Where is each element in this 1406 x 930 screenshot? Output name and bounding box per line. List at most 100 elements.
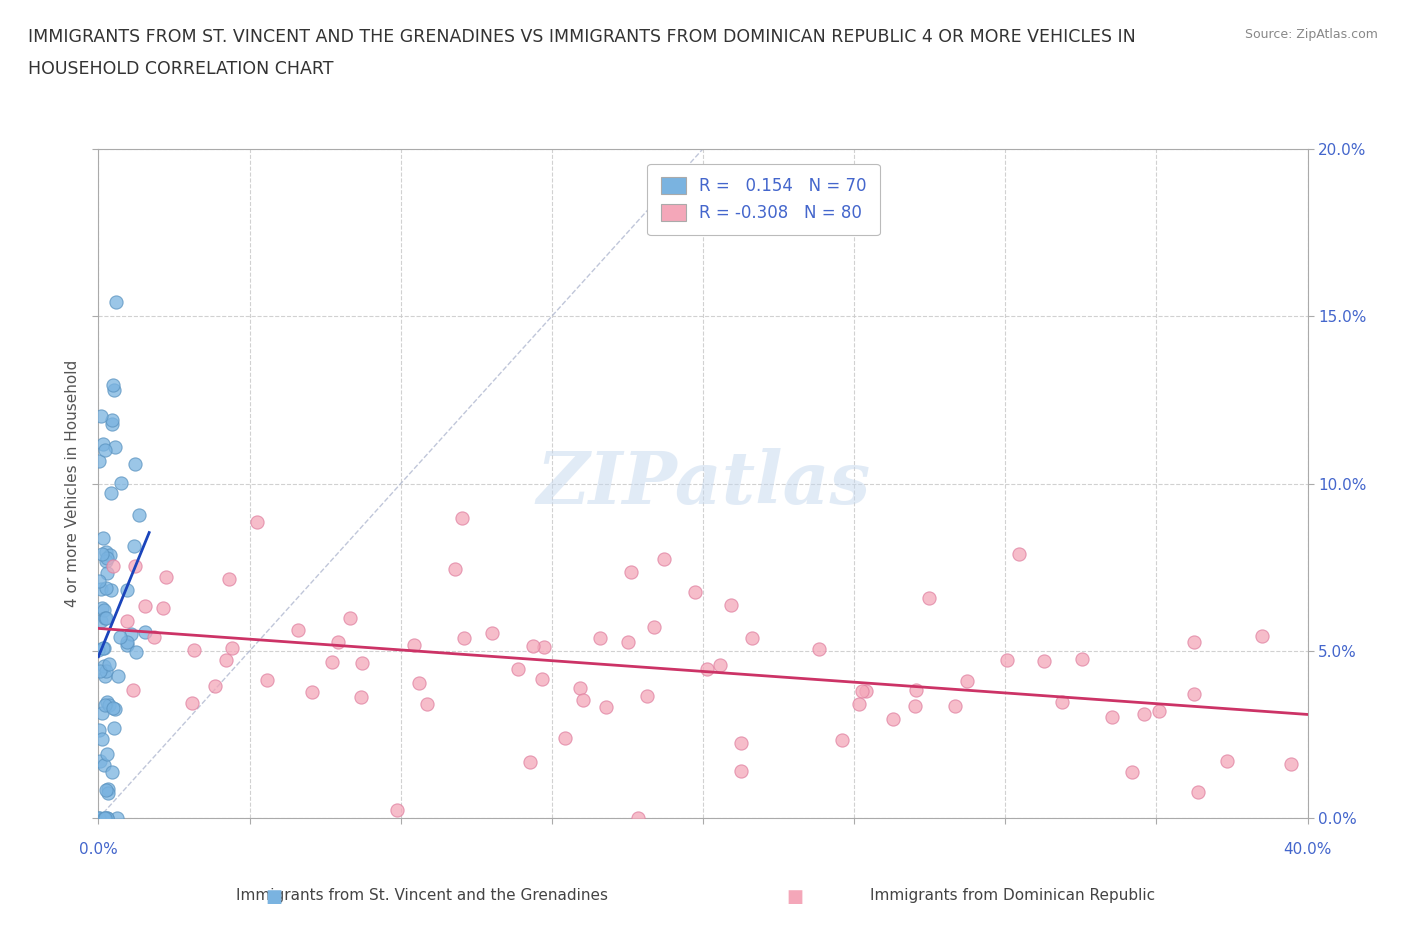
Point bbox=[87, 811, 110, 826]
Point bbox=[124, 457, 146, 472]
Text: 40.0%: 40.0% bbox=[1284, 842, 1331, 857]
Point bbox=[94, 553, 117, 568]
Point bbox=[1279, 756, 1302, 771]
Point bbox=[104, 702, 127, 717]
Point bbox=[96, 663, 118, 678]
Text: Source: ZipAtlas.com: Source: ZipAtlas.com bbox=[1244, 28, 1378, 41]
Point bbox=[97, 781, 120, 796]
Point bbox=[453, 631, 475, 645]
Point bbox=[87, 643, 110, 658]
Point bbox=[519, 754, 541, 769]
Point bbox=[246, 515, 269, 530]
Point bbox=[98, 548, 121, 563]
Point bbox=[287, 622, 309, 637]
Point bbox=[91, 530, 114, 545]
Point bbox=[321, 654, 343, 669]
Point bbox=[215, 653, 238, 668]
Point bbox=[1251, 629, 1274, 644]
Point bbox=[97, 698, 120, 712]
Text: Immigrants from Dominican Republic: Immigrants from Dominican Republic bbox=[870, 888, 1154, 903]
Point bbox=[595, 699, 617, 714]
Point bbox=[183, 643, 205, 658]
Point bbox=[1147, 704, 1170, 719]
Point bbox=[122, 683, 145, 698]
Point bbox=[451, 511, 474, 525]
Point bbox=[96, 746, 118, 761]
Point bbox=[350, 656, 373, 671]
Point bbox=[89, 753, 111, 768]
Point bbox=[627, 811, 650, 826]
Point bbox=[96, 811, 118, 826]
Point bbox=[89, 723, 111, 737]
Point bbox=[91, 640, 114, 655]
Point bbox=[93, 811, 115, 826]
Point bbox=[117, 637, 139, 652]
Point bbox=[181, 696, 204, 711]
Point bbox=[652, 551, 675, 566]
Point bbox=[568, 681, 591, 696]
Point bbox=[96, 551, 118, 565]
Point bbox=[94, 581, 117, 596]
Point bbox=[617, 635, 640, 650]
Text: 0.0%: 0.0% bbox=[79, 842, 118, 857]
Point bbox=[1187, 785, 1209, 800]
Point bbox=[110, 630, 132, 644]
Point bbox=[851, 684, 873, 698]
Point bbox=[416, 697, 439, 711]
Point bbox=[115, 583, 138, 598]
Point bbox=[124, 559, 146, 574]
Point bbox=[91, 706, 114, 721]
Point bbox=[93, 758, 115, 773]
Point bbox=[134, 599, 156, 614]
Point bbox=[554, 730, 576, 745]
Point bbox=[620, 565, 643, 579]
Point bbox=[94, 443, 117, 458]
Point bbox=[530, 671, 553, 686]
Point bbox=[1133, 707, 1156, 722]
Point bbox=[104, 440, 127, 455]
Point bbox=[100, 485, 122, 500]
Point bbox=[918, 591, 941, 605]
Point bbox=[218, 571, 240, 586]
Point bbox=[904, 698, 927, 713]
Point bbox=[636, 688, 658, 703]
Point bbox=[89, 664, 111, 679]
Point bbox=[402, 637, 425, 652]
Point bbox=[350, 689, 373, 704]
Point bbox=[256, 672, 278, 687]
Point bbox=[1121, 764, 1143, 779]
Point bbox=[107, 669, 129, 684]
Point bbox=[709, 658, 731, 672]
Legend: R =   0.154   N = 70, R = -0.308   N = 80: R = 0.154 N = 70, R = -0.308 N = 80 bbox=[647, 164, 880, 235]
Point bbox=[94, 610, 117, 625]
Point bbox=[385, 803, 408, 817]
Point bbox=[94, 782, 117, 797]
Point bbox=[326, 634, 349, 649]
Point bbox=[995, 652, 1018, 667]
Text: ■: ■ bbox=[786, 888, 803, 906]
Point bbox=[93, 659, 115, 674]
Point bbox=[101, 412, 124, 427]
Point bbox=[103, 700, 125, 715]
Point bbox=[89, 454, 111, 469]
Point bbox=[93, 641, 115, 656]
Point bbox=[882, 711, 904, 726]
Point bbox=[720, 598, 742, 613]
Point bbox=[1182, 634, 1205, 649]
Point bbox=[125, 644, 148, 659]
Point bbox=[572, 693, 595, 708]
Point bbox=[143, 630, 166, 644]
Point bbox=[807, 641, 830, 656]
Point bbox=[904, 683, 927, 698]
Point bbox=[97, 786, 120, 801]
Point bbox=[96, 565, 118, 580]
Point bbox=[105, 294, 128, 309]
Point bbox=[522, 639, 544, 654]
Point bbox=[1050, 695, 1073, 710]
Point bbox=[730, 764, 752, 778]
Point bbox=[101, 378, 124, 392]
Point bbox=[91, 731, 114, 746]
Point bbox=[1216, 753, 1239, 768]
Point bbox=[87, 573, 110, 588]
Point bbox=[152, 601, 174, 616]
